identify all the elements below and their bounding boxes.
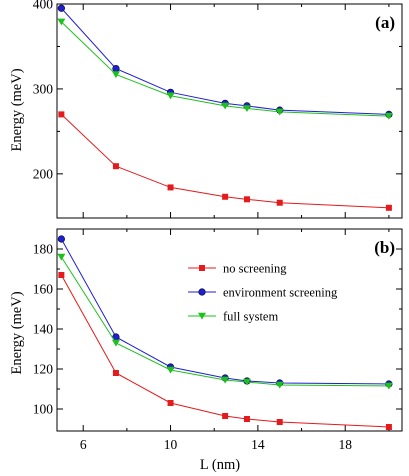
panel-b-series-2-point — [384, 382, 393, 390]
panel-b-series-0-point — [167, 400, 174, 406]
panel-b-y-axis-title: Energy (meV) — [9, 291, 25, 374]
panel-b-series-2-point — [111, 339, 120, 347]
panel-b-frame — [56, 228, 403, 432]
panel-a-series-0-point — [167, 184, 174, 191]
panel-b-y-tick-label: 100 — [33, 402, 54, 417]
panel-a-series-0-point — [58, 111, 65, 118]
panel-a-series-2-point — [384, 112, 393, 120]
panel-a-series-1-point — [112, 64, 120, 73]
panel-b-series-0-point — [385, 424, 392, 430]
panel-a-series-0-point — [385, 204, 392, 211]
panel-b: 100 120 140 160 180 (b) no screening environmen… — [33, 228, 403, 432]
panel-b-y-tick-label: 160 — [33, 282, 54, 297]
panel-b-series-2-point — [221, 376, 230, 384]
panel-b-y-tick-label: 120 — [33, 362, 54, 377]
panel-b-series-2-point — [57, 253, 66, 261]
panel-a-series-2-point — [242, 105, 251, 113]
panel-a-series-0-point — [112, 163, 119, 170]
panel-a-y-tick-label: 200 — [33, 166, 54, 181]
legend-marker-1 — [198, 288, 206, 296]
legend-label-1: environment screening — [223, 286, 338, 300]
panel-b-series-2-point — [275, 381, 284, 389]
panel-a-series-2-point — [166, 92, 175, 100]
panel-a-frame — [56, 3, 403, 219]
panel-a-series-2-point — [57, 18, 66, 26]
panel-b-label: (b) — [374, 238, 395, 257]
panel-b-series-2-point — [242, 378, 251, 386]
panel-a-y-axis-title: Energy (meV) — [9, 68, 25, 151]
x-tick-label: 6 — [80, 437, 87, 452]
panel-a-series-2-point — [275, 108, 284, 116]
panel-a-series-2-point — [111, 71, 120, 79]
panel-a-y-tick-label: 300 — [33, 81, 54, 96]
panel-a-label: (a) — [375, 13, 395, 32]
panel-b-series-2-point — [166, 366, 175, 374]
legend: no screening environment screening full sy… — [188, 262, 338, 324]
panel-b-series-0-point — [58, 272, 65, 278]
panel-a: 200 300 400 (a) — [33, 0, 403, 219]
panel-b-series-0-point — [276, 419, 283, 425]
x-tick-label: 14 — [251, 437, 265, 452]
panel-a-series-0-point — [276, 199, 283, 206]
panel-a-series-0-point — [222, 193, 229, 200]
legend-marker-2 — [198, 312, 206, 320]
panel-a-series-0-point — [243, 196, 250, 203]
x-axis-title: L (nm) — [200, 457, 240, 473]
panel-a-series-1-point — [57, 4, 65, 12]
legend-label-0: no screening — [223, 262, 287, 276]
panel-b-series-0-point — [243, 416, 250, 422]
panel-a-y-tick-label: 400 — [33, 0, 54, 12]
panel-b-series-0-point — [112, 370, 119, 376]
legend-label-2: full system — [223, 310, 278, 324]
panel-a-series-2-point — [221, 102, 230, 110]
legend-marker-0 — [199, 265, 205, 271]
panel-b-y-tick-label: 140 — [33, 322, 54, 337]
x-tick-label: 18 — [338, 437, 352, 452]
panel-b-y-tick-label: 180 — [33, 242, 54, 257]
x-tick-label: 10 — [164, 437, 178, 452]
panel-b-series-1-point — [57, 235, 65, 243]
panel-b-series-0-point — [222, 413, 229, 419]
